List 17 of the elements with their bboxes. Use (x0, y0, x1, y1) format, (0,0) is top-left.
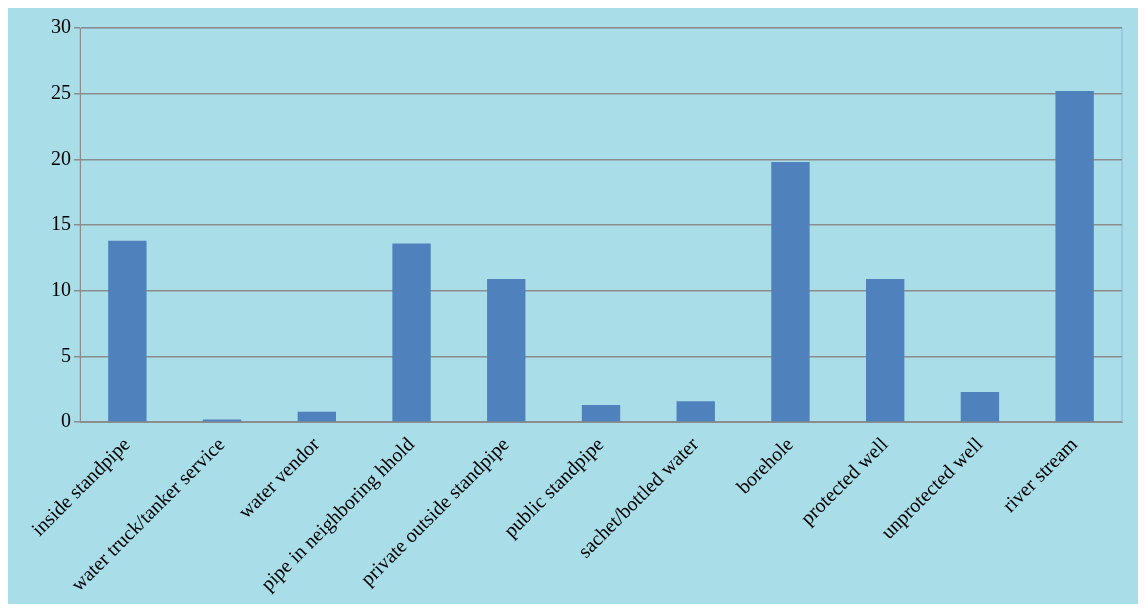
bar (960, 391, 1000, 422)
y-tick-label: 25 (51, 80, 71, 103)
y-tick-label: 5 (61, 343, 71, 366)
bar (866, 278, 905, 422)
bar (1055, 91, 1094, 422)
y-tick-label: 15 (51, 212, 71, 235)
y-tick-label: 20 (51, 146, 71, 169)
bar (108, 240, 147, 422)
bar (771, 162, 810, 422)
y-tick-label: 10 (51, 278, 71, 301)
bar (676, 401, 715, 422)
y-tick-label: 0 (61, 409, 71, 432)
bar (581, 405, 621, 422)
bar (392, 243, 431, 422)
bar (297, 411, 336, 422)
y-tick-label: 30 (51, 15, 71, 38)
bar (487, 278, 526, 422)
